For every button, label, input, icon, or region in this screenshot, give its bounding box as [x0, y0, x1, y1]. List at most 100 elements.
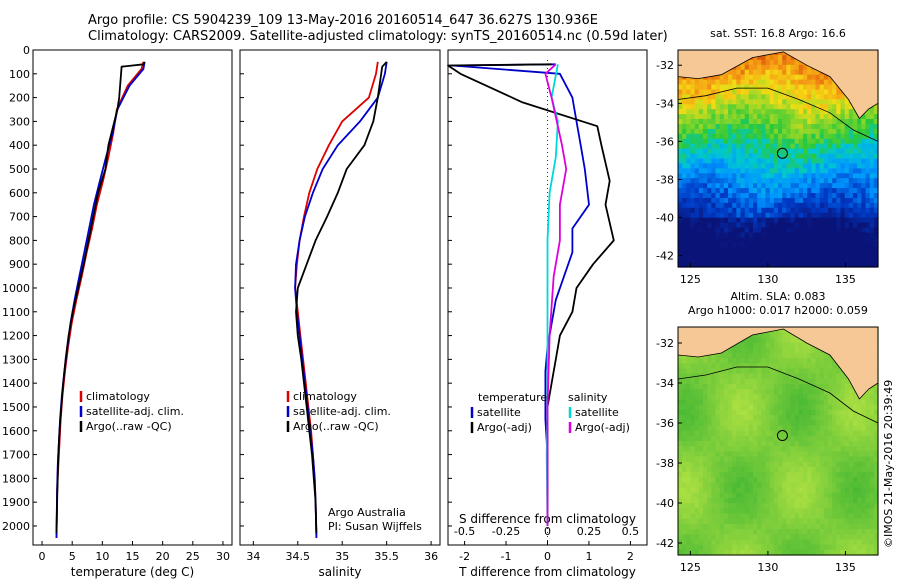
- sla-map-cell: [794, 518, 800, 525]
- sla-map-cell: [786, 363, 792, 370]
- sla-map-cell: [798, 415, 804, 421]
- sla-map-cell: [828, 549, 833, 556]
- sla-map-cell: [765, 358, 771, 364]
- sst-map-cell: [682, 84, 687, 90]
- sla-map-cell: [873, 534, 879, 541]
- sla-map-cell: [861, 534, 867, 541]
- sla-map-cell: [857, 513, 862, 520]
- sst-map-cell: [803, 252, 808, 258]
- sla-map-cell: [686, 425, 692, 432]
- sst-map-cell: [773, 138, 779, 145]
- sla-map-cell: [828, 425, 833, 432]
- sst-map-cell: [707, 143, 712, 150]
- sla-map-cell: [848, 404, 854, 411]
- sla-map-cell: [711, 415, 717, 421]
- sla-map-cell: [786, 404, 792, 411]
- sla-map-cell: [794, 523, 800, 530]
- sst-map-cell: [765, 163, 771, 169]
- sla-map-cell: [757, 347, 762, 354]
- sla-map-cell: [873, 420, 879, 427]
- sst-map-cell: [686, 168, 692, 174]
- sla-map-cell: [744, 513, 750, 520]
- temperature-profile-ytick-label: 1000: [2, 282, 30, 295]
- sla-map-cell: [790, 503, 796, 509]
- sla-map-cell: [703, 451, 708, 458]
- sst-map-cell: [698, 128, 704, 135]
- sst-map-cell: [694, 212, 700, 219]
- sst-map-cell: [794, 124, 800, 130]
- sla-map-cell: [861, 420, 867, 427]
- sla-map-cell: [786, 415, 792, 421]
- sla-map-cell: [690, 477, 696, 484]
- sst-map-cell: [807, 124, 812, 130]
- sla-map-cell: [807, 482, 812, 489]
- sst-map-cell: [757, 212, 762, 219]
- sla-map-cell: [861, 492, 867, 499]
- sst-map-cell: [848, 153, 854, 160]
- sst-map-cell: [828, 114, 833, 120]
- sla-map-cell: [703, 518, 708, 525]
- sla-map-cell: [740, 404, 746, 411]
- sla-map-cell: [711, 487, 717, 494]
- sst-map-cell: [686, 242, 692, 248]
- sla-map-cell: [832, 508, 837, 515]
- sst-map-cell: [853, 222, 858, 229]
- sst-map-cell: [757, 242, 762, 248]
- sla-map-cell: [678, 477, 683, 484]
- sst-map-cell: [840, 227, 846, 233]
- sla-map-cell: [690, 430, 696, 437]
- sla-map-cell: [869, 404, 875, 411]
- sla-map-cell: [807, 384, 812, 390]
- sla-map-cell: [811, 441, 817, 447]
- sst-map-cell: [773, 59, 779, 66]
- sst-map-cell: [786, 212, 792, 219]
- sla-map-cell: [865, 451, 871, 458]
- sla-map-cell: [698, 513, 704, 520]
- sla-map-cell: [719, 482, 725, 489]
- sla-map-cell: [694, 378, 700, 385]
- sla-map-cell: [819, 399, 825, 406]
- sst-map-cell: [873, 247, 879, 253]
- sla-map-cell: [790, 492, 796, 499]
- sla-map-cell: [828, 358, 833, 364]
- sst-map-cell: [728, 69, 733, 76]
- sla-map-cell: [682, 508, 687, 515]
- sla-map-cell: [753, 503, 758, 509]
- sla-map-cell: [869, 394, 875, 401]
- sla-map-cell: [836, 544, 842, 551]
- sla-map-cell: [698, 534, 704, 541]
- sst-map-cell: [678, 109, 683, 115]
- sst-map-cell: [753, 198, 758, 204]
- sst-map-cell: [698, 237, 704, 243]
- sst-map-cell: [761, 227, 767, 233]
- sla-map-cell: [753, 518, 758, 525]
- sst-map-cell: [719, 257, 725, 263]
- sla-map-cell: [853, 420, 858, 427]
- sst-map-cell: [707, 163, 712, 169]
- sla-map-cell: [853, 394, 858, 401]
- sst-map-cell: [848, 217, 854, 224]
- sla-map-cell: [857, 441, 862, 447]
- sst-map-cell: [811, 119, 817, 125]
- sla-map-cell: [694, 441, 700, 447]
- sst-map-cell: [740, 124, 746, 130]
- sla-map-cell: [811, 549, 817, 556]
- sla-map-cell: [778, 523, 783, 530]
- sla-map-cell: [836, 523, 842, 530]
- sla-map-cell: [748, 518, 754, 525]
- sla-map-cell: [811, 363, 817, 370]
- sst-map-cell: [719, 94, 725, 100]
- sla-map-cell: [828, 430, 833, 437]
- sst-map-cell: [711, 227, 717, 233]
- sst-map-cell: [757, 237, 762, 243]
- sla-map-cell: [707, 420, 712, 427]
- sst-map-cell: [840, 188, 846, 194]
- sst-map-cell: [844, 222, 850, 229]
- sst-map-cell: [761, 133, 767, 140]
- sst-map-cell: [778, 232, 783, 238]
- sla-map-cell: [748, 352, 754, 359]
- sst-map-cell: [873, 168, 879, 174]
- sla-map-cell: [694, 446, 700, 452]
- sst-map-cell: [873, 232, 879, 238]
